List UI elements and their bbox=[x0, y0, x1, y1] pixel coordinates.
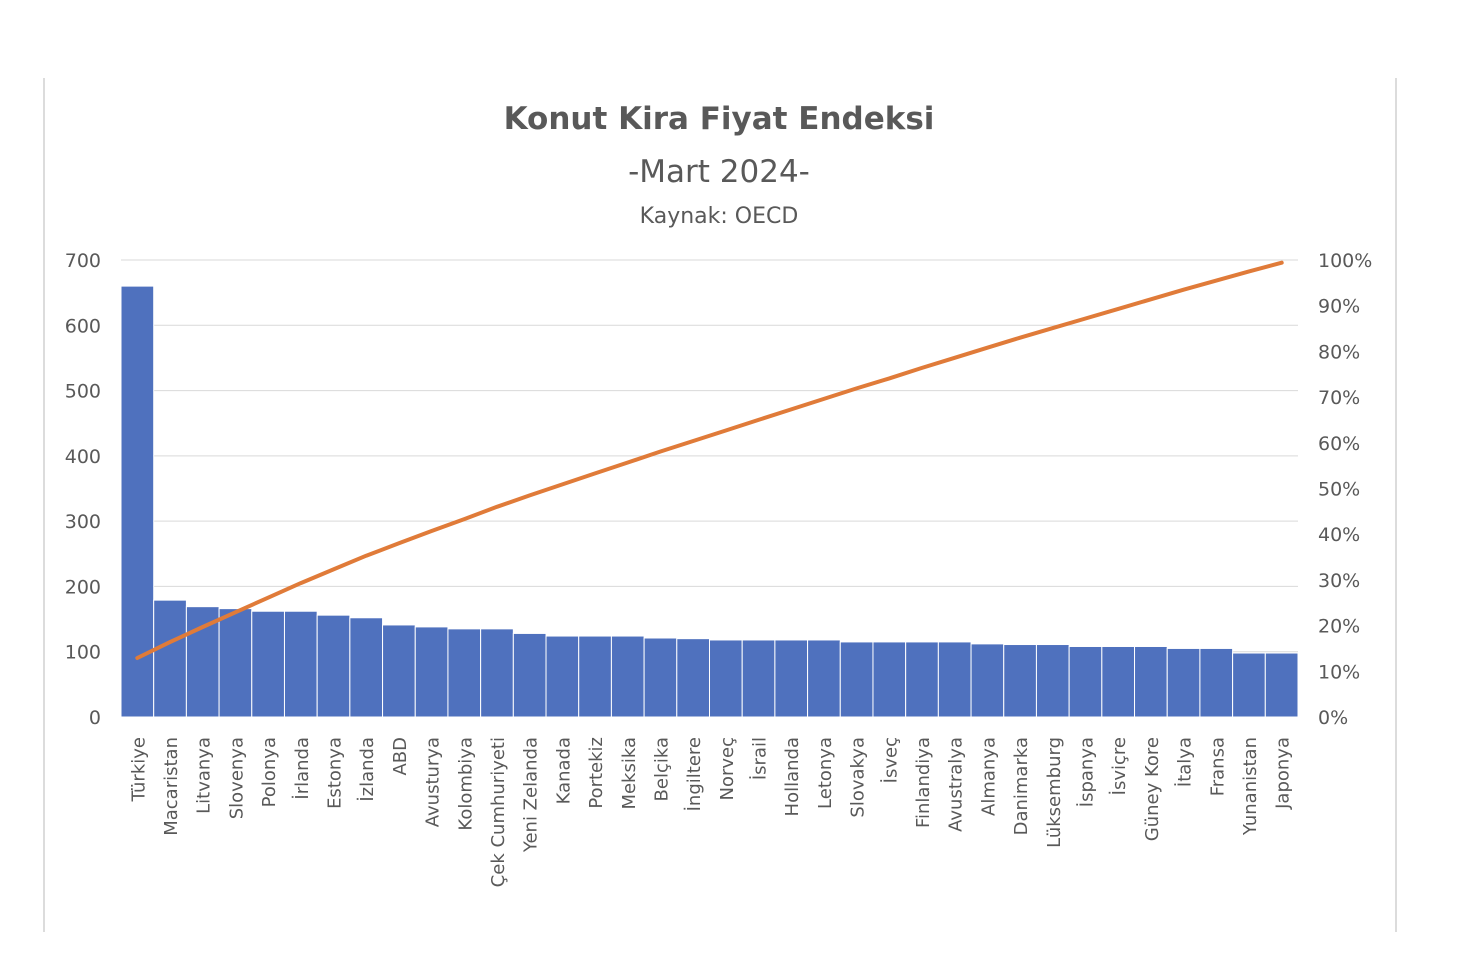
bar bbox=[1232, 652, 1266, 718]
chart-subtitle: -Mart 2024- bbox=[628, 154, 810, 190]
category-label: Çek Cumhuriyeti bbox=[488, 737, 509, 887]
category-label: Belçika bbox=[651, 737, 672, 801]
right-tick-label: 80% bbox=[1318, 341, 1360, 363]
right-tick-label: 90% bbox=[1318, 296, 1360, 318]
right-axis-ticks: 0% 10% 20% 30% 40% 50% 60% 70% 80% 90% 100% bbox=[1318, 250, 1372, 729]
category-label: Slovakya bbox=[848, 737, 869, 818]
bar bbox=[1134, 645, 1168, 718]
left-tick-label: 200 bbox=[65, 576, 101, 598]
category-label: İsveç bbox=[880, 737, 901, 783]
category-label: Yeni Zelanda bbox=[521, 737, 542, 853]
category-label: Finlandiya bbox=[913, 737, 934, 828]
bar bbox=[120, 285, 155, 718]
category-label: Meksika bbox=[619, 737, 640, 810]
bar bbox=[414, 626, 449, 718]
category-label: Polonya bbox=[259, 737, 280, 807]
category-label: Danimarka bbox=[1011, 737, 1032, 835]
left-tick-label: 500 bbox=[65, 381, 101, 403]
category-label: Lüksemburg bbox=[1044, 737, 1065, 848]
bar bbox=[1003, 644, 1037, 718]
right-tick-label: 10% bbox=[1318, 661, 1360, 683]
left-tick-label: 0 bbox=[89, 707, 101, 729]
bar bbox=[709, 639, 743, 718]
chart-title: Konut Kira Fiyat Endeksi bbox=[504, 101, 935, 137]
category-label: Slovenya bbox=[226, 737, 247, 819]
right-tick-label: 30% bbox=[1318, 570, 1360, 592]
category-label: Avustralya bbox=[946, 737, 967, 832]
category-label: Almanya bbox=[978, 737, 999, 816]
bar bbox=[1068, 645, 1103, 718]
bar bbox=[349, 617, 384, 718]
right-tick-label: 100% bbox=[1318, 250, 1372, 272]
category-label: Kolombiya bbox=[455, 737, 476, 831]
bar bbox=[937, 641, 972, 718]
category-label: Yunanistan bbox=[1240, 737, 1261, 836]
category-label: İsrail bbox=[750, 737, 771, 780]
category-label: İsviçre bbox=[1109, 737, 1130, 795]
bar bbox=[545, 635, 580, 718]
bar bbox=[872, 641, 907, 718]
bar bbox=[905, 641, 939, 718]
category-label: İrlanda bbox=[292, 737, 313, 800]
bar bbox=[970, 643, 1005, 718]
bar bbox=[643, 637, 678, 718]
left-axis-ticks: 0 100 200 300 400 500 600 700 bbox=[65, 250, 101, 729]
bar bbox=[610, 635, 645, 718]
bar bbox=[807, 639, 841, 718]
bar bbox=[512, 632, 547, 718]
chart-source: Kaynak: OECD bbox=[640, 204, 799, 229]
category-label: Fransa bbox=[1207, 737, 1228, 796]
bar bbox=[1264, 652, 1299, 718]
left-tick-label: 700 bbox=[65, 250, 101, 272]
right-tick-label: 60% bbox=[1318, 433, 1360, 455]
category-label: ABD bbox=[390, 737, 411, 776]
category-label: İspanya bbox=[1076, 737, 1097, 807]
category-label: İngiltere bbox=[684, 737, 705, 811]
category-label: Japonya bbox=[1273, 737, 1294, 810]
bar bbox=[774, 639, 809, 718]
category-label: Avusturya bbox=[423, 737, 444, 827]
right-tick-label: 20% bbox=[1318, 616, 1360, 638]
category-label: Letonya bbox=[815, 737, 836, 809]
bar bbox=[1199, 647, 1234, 718]
cumulative-line bbox=[135, 260, 1284, 660]
bar bbox=[153, 599, 187, 718]
bar bbox=[839, 641, 874, 718]
category-labels: Türkiye Macaristan Litvanya Slovenya Polonya… bbox=[128, 737, 1293, 887]
bar bbox=[283, 610, 318, 718]
category-label: Litvanya bbox=[194, 737, 215, 814]
category-label: Kanada bbox=[553, 737, 574, 804]
bar bbox=[676, 638, 710, 718]
right-tick-label: 50% bbox=[1318, 479, 1360, 501]
bar bbox=[1101, 645, 1136, 718]
bar bbox=[218, 608, 253, 718]
right-tick-label: 70% bbox=[1318, 387, 1360, 409]
left-tick-label: 300 bbox=[65, 511, 101, 533]
bar bbox=[316, 614, 351, 718]
right-tick-label: 40% bbox=[1318, 524, 1360, 546]
bar bbox=[1166, 647, 1201, 718]
bar bbox=[382, 624, 416, 718]
category-label: İzlanda bbox=[357, 737, 378, 802]
bar bbox=[480, 628, 514, 718]
category-label: Güney Kore bbox=[1142, 737, 1163, 841]
bar bbox=[251, 610, 285, 718]
left-tick-label: 100 bbox=[65, 642, 101, 664]
category-label: Hollanda bbox=[782, 737, 803, 816]
bar bbox=[741, 639, 776, 718]
left-tick-label: 400 bbox=[65, 446, 101, 468]
right-tick-label: 0% bbox=[1318, 707, 1348, 729]
left-tick-label: 600 bbox=[65, 315, 101, 337]
category-label: Estonya bbox=[325, 737, 346, 809]
category-label: Norveç bbox=[717, 737, 738, 801]
category-label: Portekiz bbox=[586, 737, 607, 809]
bar-series bbox=[120, 285, 1299, 718]
bar bbox=[447, 628, 482, 718]
category-label: Macaristan bbox=[161, 737, 182, 836]
bar bbox=[578, 635, 612, 718]
bar bbox=[1035, 644, 1070, 718]
category-label: İtalya bbox=[1175, 737, 1196, 787]
category-label: Türkiye bbox=[128, 737, 149, 803]
